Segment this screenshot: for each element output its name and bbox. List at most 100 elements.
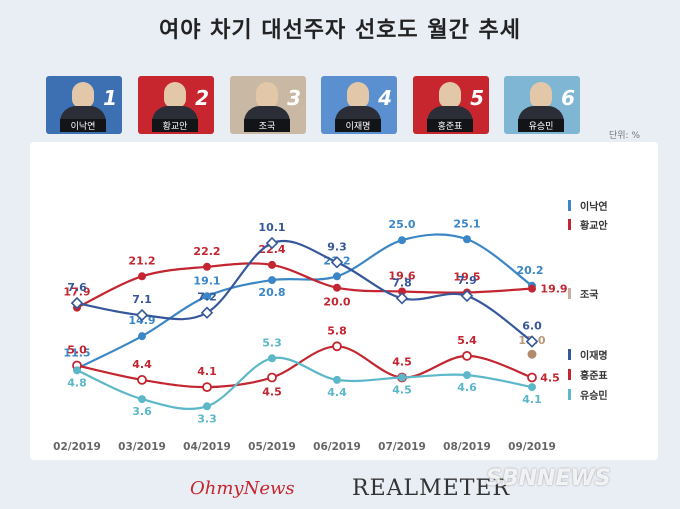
candidate-name: 이낙연 bbox=[60, 119, 106, 132]
data-label: 17.9 bbox=[63, 286, 90, 299]
data-point bbox=[527, 372, 537, 383]
series-line bbox=[76, 239, 533, 343]
data-point bbox=[395, 292, 409, 305]
data-label: 5.4 bbox=[457, 334, 477, 347]
data-label: 7.8 bbox=[392, 276, 412, 289]
data-point bbox=[332, 341, 342, 352]
data-label: 21.2 bbox=[128, 254, 155, 267]
candidate-card: 6 유승민 bbox=[504, 76, 580, 134]
data-label: 4.1 bbox=[197, 365, 217, 378]
data-label: 4.5 bbox=[262, 386, 282, 399]
legend-label: 이낙연 bbox=[580, 200, 608, 213]
data-point bbox=[268, 276, 276, 285]
data-point bbox=[398, 236, 406, 245]
data-point bbox=[333, 283, 341, 292]
data-point bbox=[200, 306, 214, 319]
data-label: 4.4 bbox=[327, 386, 347, 399]
x-tick-label: 04/2019 bbox=[183, 441, 231, 453]
data-label: 10.1 bbox=[258, 221, 285, 234]
data-point bbox=[525, 335, 539, 348]
candidate-card: 1 이낙연 bbox=[46, 76, 122, 134]
data-label: 3.3 bbox=[197, 412, 217, 425]
candidate-photo bbox=[439, 82, 461, 108]
candidate-card: 4 이재명 bbox=[321, 76, 397, 134]
data-label: 20.8 bbox=[258, 286, 285, 299]
candidate-rank: 3 bbox=[287, 86, 301, 110]
data-label: 5.8 bbox=[327, 324, 347, 337]
unit-label: 단위: % bbox=[608, 131, 640, 141]
data-point bbox=[70, 296, 84, 310]
candidate-rank: 6 bbox=[561, 86, 575, 110]
data-label: 4.8 bbox=[67, 376, 87, 389]
x-tick-label: 07/2019 bbox=[378, 441, 426, 453]
data-label: 4.5 bbox=[392, 356, 412, 369]
ohmynews-logo: OhmyNews bbox=[190, 478, 295, 499]
data-point bbox=[203, 402, 211, 411]
sbnnews-watermark: SBNNEWS bbox=[486, 466, 611, 491]
legend-swatch bbox=[568, 200, 571, 211]
legend-swatch bbox=[568, 219, 571, 230]
page-title: 여야 차기 대선주자 선호도 월간 추세 bbox=[159, 18, 521, 43]
data-point bbox=[268, 260, 276, 269]
data-point bbox=[138, 395, 146, 404]
candidate-card: 3 조국 bbox=[230, 76, 306, 134]
candidate-photo bbox=[347, 82, 369, 108]
data-label: 7.1 bbox=[132, 293, 152, 306]
legend-label: 이재명 bbox=[580, 349, 608, 362]
data-label: 4.5 bbox=[540, 372, 560, 385]
data-point bbox=[528, 383, 536, 392]
data-label: 4.4 bbox=[132, 358, 152, 371]
data-label: 4.6 bbox=[457, 381, 477, 394]
data-label: 19.9 bbox=[540, 283, 567, 296]
candidate-rank: 2 bbox=[195, 86, 209, 110]
candidate-name: 조국 bbox=[244, 119, 290, 132]
data-point bbox=[203, 262, 211, 271]
candidate-rank: 5 bbox=[470, 86, 484, 110]
data-point bbox=[462, 350, 472, 361]
data-label: 5.0 bbox=[67, 344, 87, 357]
legend-swatch bbox=[568, 369, 571, 380]
data-point bbox=[265, 236, 279, 250]
legend-swatch bbox=[568, 288, 571, 299]
data-label: 25.1 bbox=[453, 217, 480, 230]
series-line bbox=[76, 345, 533, 389]
data-point bbox=[463, 371, 471, 380]
data-label: 19.5 bbox=[453, 270, 480, 283]
data-point bbox=[527, 349, 537, 359]
x-tick-label: 05/2019 bbox=[248, 441, 296, 453]
legend-label: 유승민 bbox=[580, 389, 608, 402]
data-label: 19.1 bbox=[193, 274, 220, 287]
data-label: 7.2 bbox=[197, 291, 217, 304]
x-tick-label: 08/2019 bbox=[443, 441, 491, 453]
candidate-card: 5 홍준표 bbox=[413, 76, 489, 134]
data-label: 9.3 bbox=[327, 240, 347, 253]
candidate-photo bbox=[164, 82, 186, 108]
realmeter-logo: REALMETER bbox=[352, 476, 511, 501]
legend-label: 홍준표 bbox=[580, 369, 608, 382]
candidate-strip: 1 이낙연 2 황교안 3 조국 4 이재명 5 홍준표 6 유승민 bbox=[0, 76, 680, 136]
data-label: 7.6 bbox=[67, 281, 87, 294]
data-point bbox=[138, 332, 146, 341]
data-label: 5.3 bbox=[262, 336, 282, 349]
data-label: 7.9 bbox=[457, 274, 477, 287]
data-point bbox=[333, 375, 341, 384]
x-tick-label: 09/2019 bbox=[508, 441, 556, 453]
candidate-name: 유승민 bbox=[518, 119, 564, 132]
data-label: 4.5 bbox=[392, 384, 412, 397]
data-label: 20.2 bbox=[516, 264, 543, 277]
candidate-rank: 4 bbox=[378, 86, 392, 110]
data-point bbox=[138, 272, 146, 281]
data-point bbox=[267, 372, 277, 383]
data-point bbox=[135, 308, 149, 322]
data-point bbox=[268, 354, 276, 363]
data-point bbox=[528, 284, 536, 293]
data-label: 19.6 bbox=[388, 270, 415, 283]
data-label: 3.6 bbox=[132, 405, 152, 418]
candidate-photo bbox=[256, 82, 278, 108]
candidate-photo bbox=[530, 82, 552, 108]
data-point bbox=[73, 366, 81, 375]
data-label: 20.0 bbox=[323, 296, 350, 309]
series-line bbox=[76, 262, 533, 309]
data-point bbox=[398, 287, 406, 296]
